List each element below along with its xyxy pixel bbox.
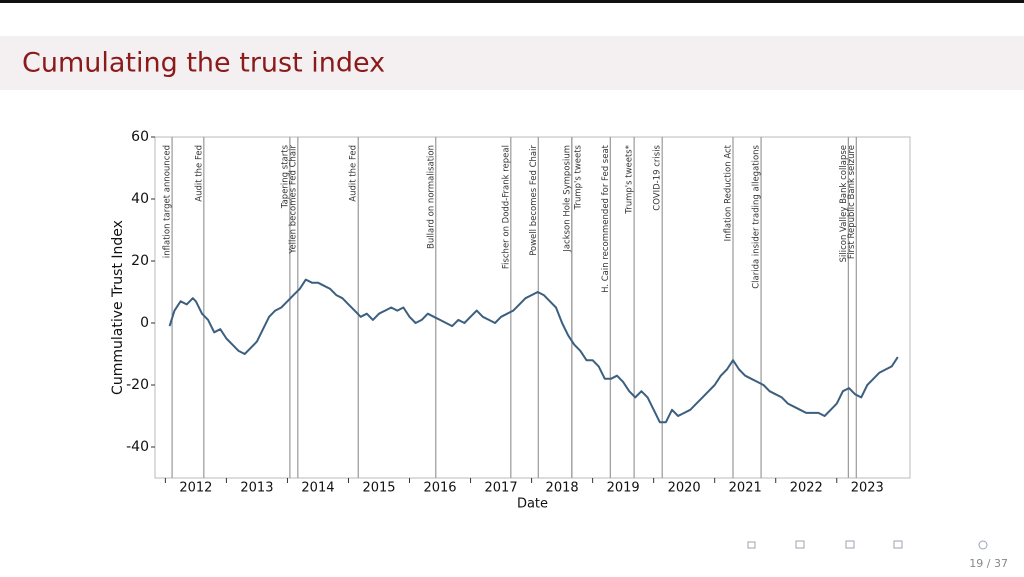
- event-label: Silicon Valley Bank collapse: [839, 145, 849, 262]
- x-tick-label: 2023: [851, 481, 884, 496]
- x-tick-label: 2014: [301, 481, 334, 496]
- navigation-symbols[interactable]: [747, 540, 988, 550]
- x-tick-label: 2013: [240, 481, 273, 496]
- event-label: Powell becomes Fed Chair: [529, 145, 539, 256]
- y-tick-label: 20: [131, 253, 149, 269]
- plot-frame: [154, 136, 911, 479]
- event-label: Jackson Hole Symposium: [562, 145, 572, 253]
- y-tick-label: -40: [126, 439, 149, 455]
- nav-section[interactable]: [845, 540, 855, 549]
- event-label: H. Cain recommended for Fed seat: [601, 144, 611, 293]
- nav-subsection[interactable]: [795, 540, 805, 549]
- top-border: [0, 0, 1024, 3]
- event-label: COVID-19 crisis: [653, 144, 663, 210]
- x-tick-label: 2015: [362, 481, 395, 496]
- y-tick-label: 60: [131, 129, 149, 145]
- x-tick-label: 2016: [423, 481, 456, 496]
- event-label: First Republic Bank seizure: [847, 145, 857, 259]
- page-number: 19 / 37: [969, 557, 1008, 570]
- x-tick-label: 2018: [546, 481, 579, 496]
- event-label: Clarida insider trading allegations: [752, 144, 762, 288]
- event-label: inflation target announced: [163, 145, 173, 258]
- x-tick-label: 2012: [179, 481, 212, 496]
- x-tick-label: 2020: [668, 481, 701, 496]
- nav-frame[interactable]: [747, 541, 756, 549]
- event-label: Fischer on Dodd-Frank repeal: [501, 145, 511, 269]
- x-tick-label: 2017: [485, 481, 518, 496]
- title-band: [0, 36, 1024, 90]
- y-tick-label: 0: [140, 315, 149, 331]
- event-label: Yellen becomes Fed Chair: [288, 145, 298, 255]
- y-tick-label: 40: [131, 191, 149, 207]
- x-tick-label: 2022: [790, 481, 823, 496]
- event-label: Trump's tweets*: [625, 145, 635, 215]
- y-axis-label: Cummulative Trust Index: [110, 220, 126, 395]
- event-label: Tapering starts: [280, 144, 290, 209]
- nav-search[interactable]: [978, 540, 988, 550]
- trust-index-line: [168, 278, 899, 424]
- slide-title: Cumulating the trust index: [22, 48, 385, 79]
- x-axis-label: Date: [517, 497, 548, 512]
- chart: -40 -20 0 20 40 60 2012 2013 2014 2015 2016 2017 201…: [110, 129, 911, 512]
- event-label: Audit the Fed: [349, 145, 359, 202]
- event-label: Audit the Fed: [194, 145, 204, 202]
- y-tick-label: -20: [126, 377, 149, 393]
- event-label: Bullard on normalisation: [426, 145, 436, 249]
- event-label: Trump's tweets: [573, 144, 583, 210]
- event-label: Inflation Reduction Act: [723, 144, 733, 241]
- x-tick-label: 2019: [607, 481, 640, 496]
- x-tick-label: 2021: [729, 481, 762, 496]
- nav-doc[interactable]: [893, 540, 903, 549]
